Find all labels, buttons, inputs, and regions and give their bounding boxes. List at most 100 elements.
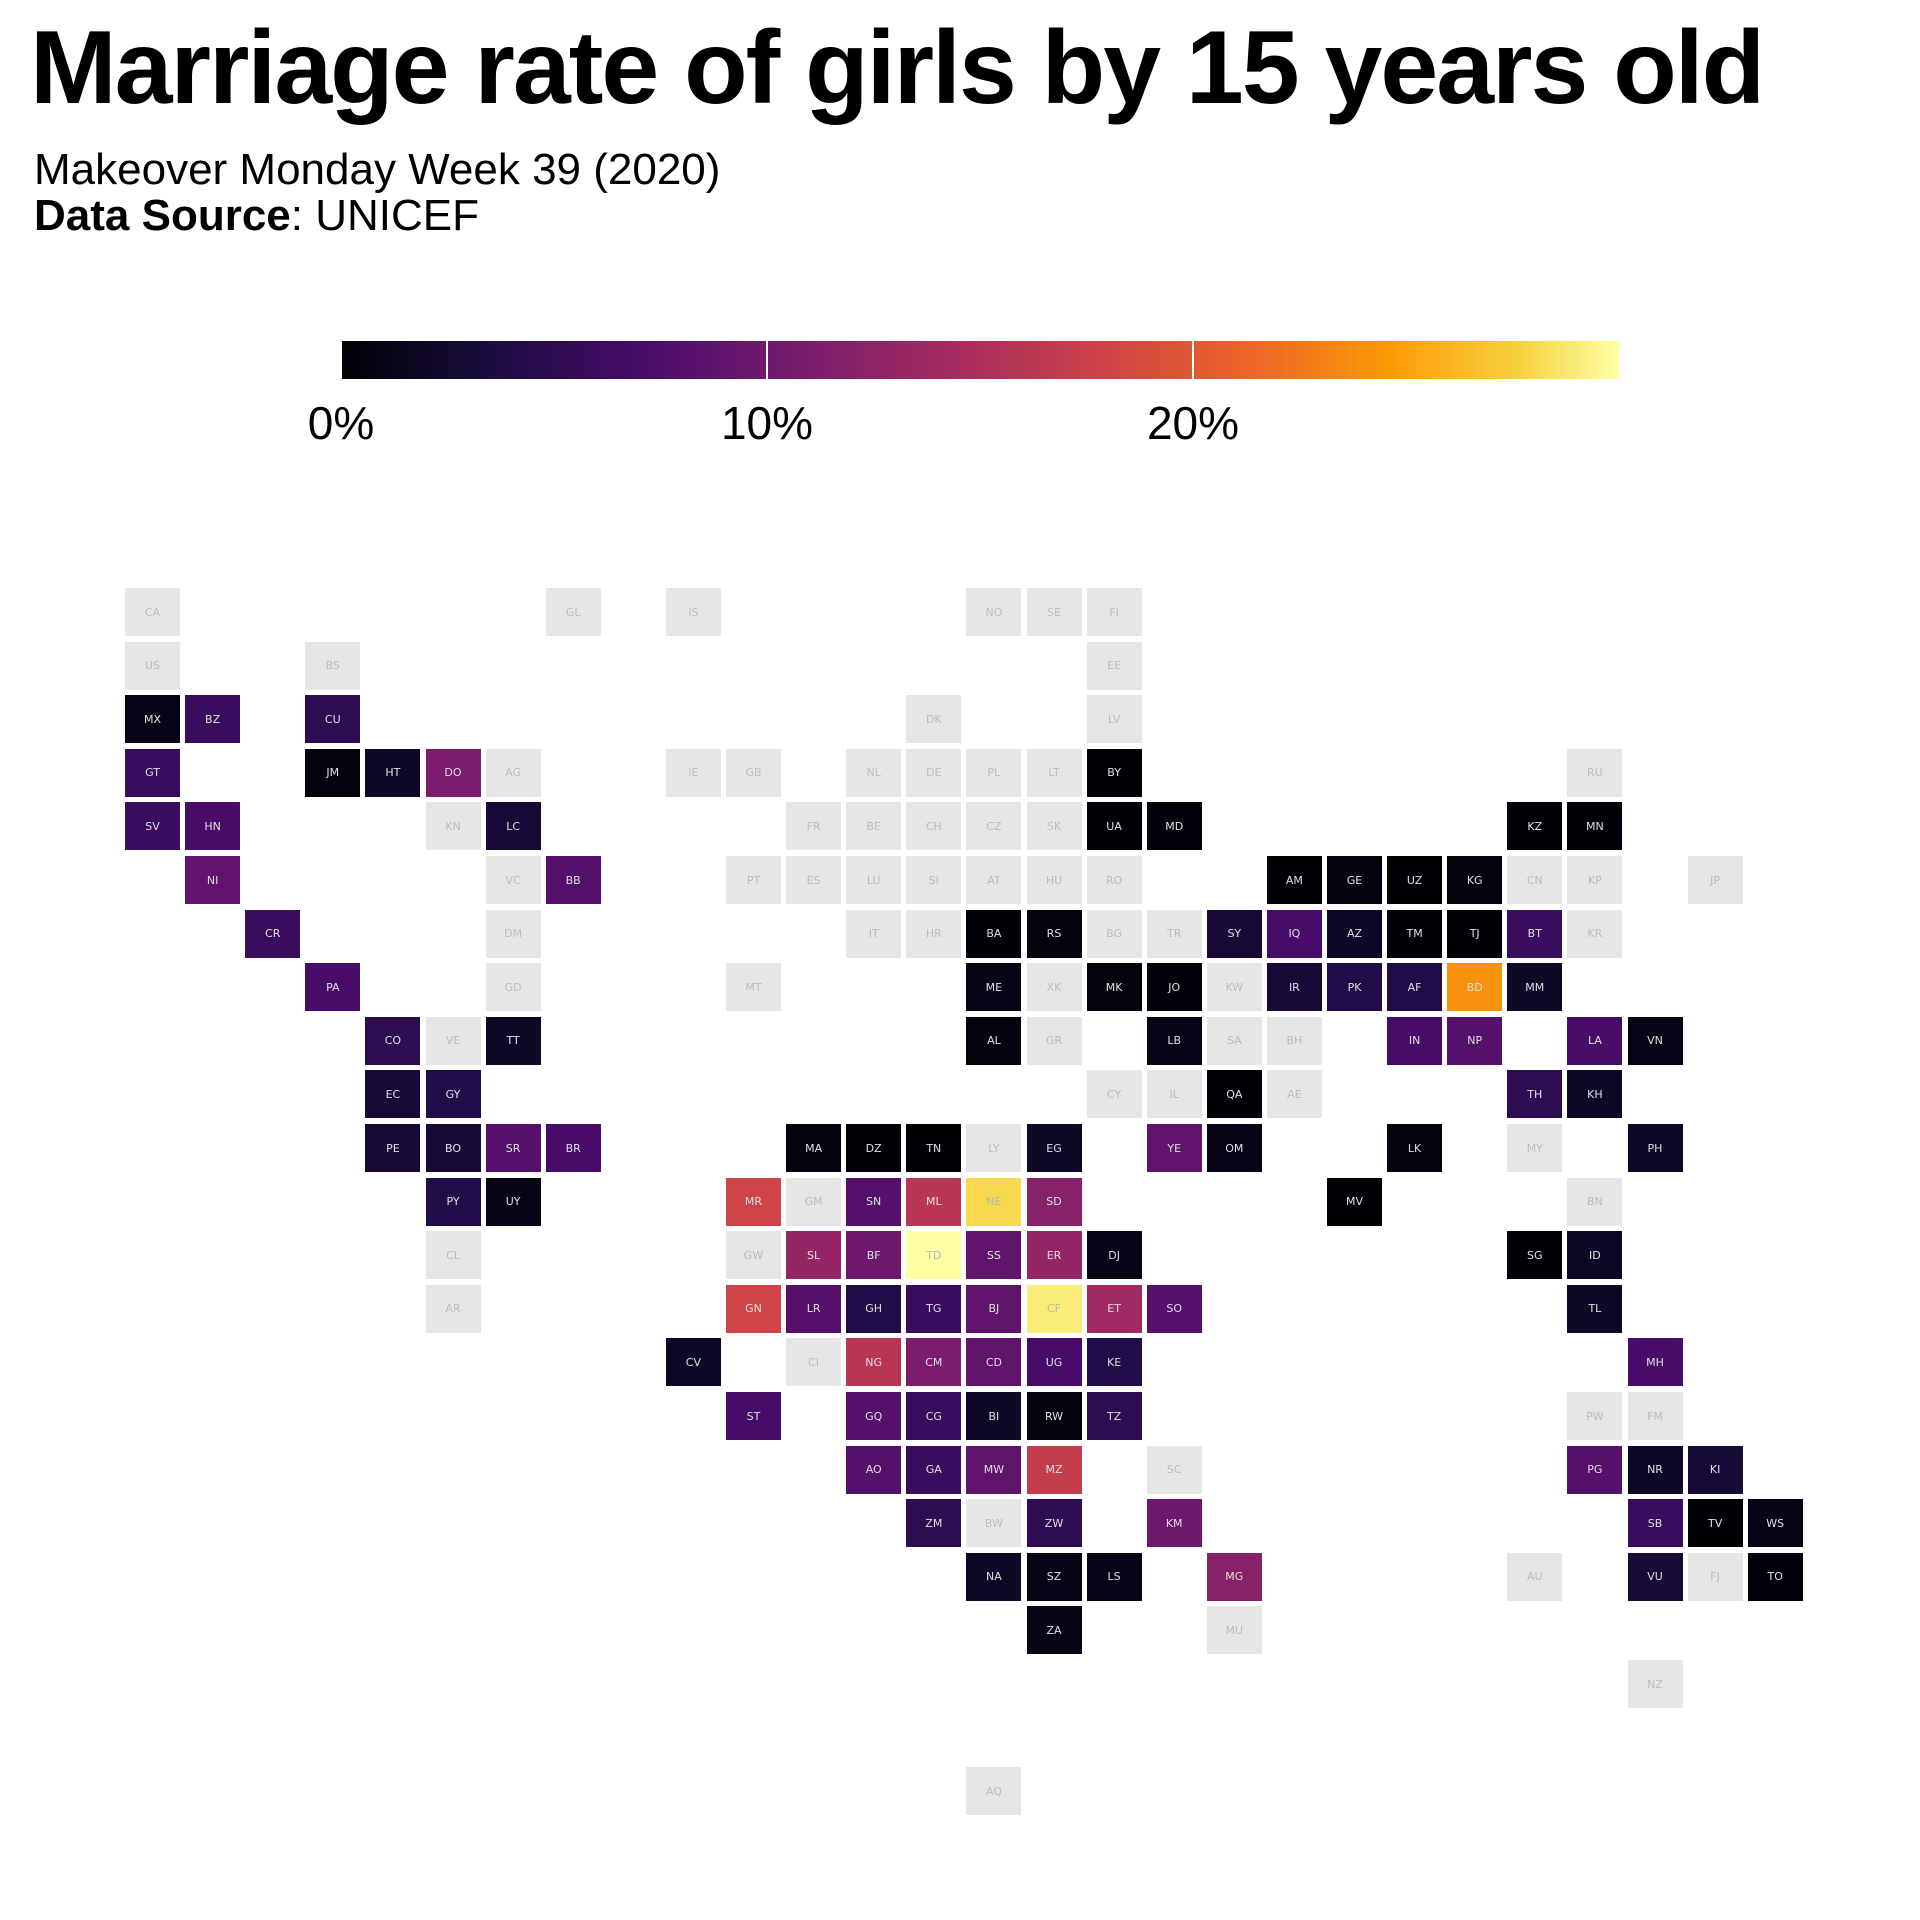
country-tile-be: BE [846, 802, 902, 851]
country-tile-to: TO [1747, 1552, 1803, 1601]
country-tile-cl: CL [425, 1231, 481, 1280]
country-tile-et: ET [1086, 1284, 1142, 1333]
country-tile-ng: NG [846, 1338, 902, 1387]
country-tile-jo: JO [1146, 963, 1202, 1012]
country-tile-bb: BB [545, 856, 601, 904]
country-tile-lu: LU [846, 856, 902, 904]
legend-tick-label: 10% [720, 397, 814, 449]
country-tile-sr: SR [485, 1124, 541, 1172]
country-tile-kw: KW [1206, 963, 1262, 1012]
country-tile-dz: DZ [846, 1124, 902, 1172]
country-tile-bg: BG [1086, 909, 1142, 958]
country-tile-ni: NI [185, 856, 241, 904]
country-tile-dk: DK [906, 695, 962, 744]
country-tile-np: NP [1447, 1016, 1503, 1065]
country-tile-ao: AO [846, 1445, 902, 1494]
country-tile-uz: UZ [1387, 856, 1443, 904]
country-tile-gd: GD [485, 963, 541, 1012]
data-source: Data Source: UNICEF [34, 190, 479, 243]
country-tile-tl: TL [1567, 1284, 1623, 1333]
country-tile-is: IS [665, 588, 721, 636]
country-tile-tt: TT [485, 1016, 541, 1065]
country-tile-bh: BH [1266, 1016, 1322, 1065]
country-tile-pk: PK [1327, 963, 1382, 1012]
country-tile-lr: LR [786, 1284, 842, 1333]
country-tile-ag: AG [485, 748, 541, 797]
country-tile-ua: UA [1086, 802, 1142, 851]
country-tile-ve: VE [425, 1016, 481, 1065]
country-tile-gr: GR [1026, 1016, 1082, 1065]
country-tile-sn: SN [846, 1177, 902, 1226]
country-tile-cm: CM [906, 1338, 962, 1387]
country-tile-pg: PG [1567, 1445, 1623, 1494]
page-title: Marriage rate of girls by 15 years old [30, 10, 1765, 126]
page-subtitle: Makeover Monday Week 39 (2020) [34, 145, 721, 194]
country-tile-ru: RU [1567, 748, 1623, 797]
country-tile-ly: LY [966, 1124, 1022, 1172]
country-tile-tn: TN [906, 1124, 962, 1172]
country-tile-lb: LB [1146, 1016, 1202, 1065]
country-tile-ga: GA [906, 1445, 962, 1494]
country-tile-hr: HR [906, 909, 962, 958]
country-tile-bj: BJ [966, 1284, 1022, 1333]
data-source-value: : UNICEF [290, 191, 479, 240]
country-tile-ph: PH [1627, 1124, 1683, 1172]
legend-tick [766, 341, 768, 379]
country-tile-br: BR [545, 1124, 601, 1172]
country-tile-cf: CF [1026, 1284, 1082, 1333]
country-tile-ch: CH [906, 802, 962, 851]
country-tile-mw: MW [966, 1445, 1022, 1494]
country-tile-pt: PT [726, 856, 781, 904]
country-tile-mv: MV [1327, 1177, 1382, 1226]
country-tile-mg: MG [1206, 1552, 1262, 1601]
country-tile-ne: NE [966, 1177, 1022, 1226]
country-tile-sv: SV [125, 802, 180, 851]
country-tile-ws: WS [1747, 1499, 1803, 1548]
country-tile-de: DE [906, 748, 962, 797]
country-tile-kh: KH [1567, 1070, 1623, 1119]
country-tile-bo: BO [425, 1124, 481, 1172]
country-tile-me: ME [966, 963, 1022, 1012]
country-tile-aq: AQ [966, 1767, 1022, 1816]
legend-tick [340, 341, 342, 379]
country-tile-at: AT [966, 856, 1022, 904]
country-tile-hu: HU [1026, 856, 1082, 904]
country-tile-mh: MH [1627, 1338, 1683, 1387]
country-tile-mn: MN [1567, 802, 1623, 851]
country-tile-ar: AR [425, 1284, 481, 1333]
country-tile-fr: FR [786, 802, 842, 851]
country-tile-kg: KG [1447, 856, 1503, 904]
country-tile-gl: GL [545, 588, 601, 636]
country-tile-fj: FJ [1687, 1552, 1743, 1601]
country-tile-pe: PE [365, 1124, 421, 1172]
country-tile-si: SI [906, 856, 962, 904]
country-tile-ma: MA [786, 1124, 842, 1172]
country-tile-my: MY [1507, 1124, 1563, 1172]
country-tile-il: IL [1146, 1070, 1202, 1119]
country-tile-cz: CZ [966, 802, 1022, 851]
country-tile-gn: GN [726, 1284, 781, 1333]
country-tile-mk: MK [1086, 963, 1142, 1012]
country-tile-lv: LV [1086, 695, 1142, 744]
country-tile-ro: RO [1086, 856, 1142, 904]
country-tile-fm: FM [1627, 1392, 1683, 1440]
country-tile-ss: SS [966, 1231, 1022, 1280]
country-tile-za: ZA [1026, 1606, 1082, 1655]
country-tile-hn: HN [185, 802, 241, 851]
country-tile-sb: SB [1627, 1499, 1683, 1548]
country-tile-vu: VU [1627, 1552, 1683, 1601]
country-tile-so: SO [1146, 1284, 1202, 1333]
country-tile-sa: SA [1206, 1016, 1262, 1065]
data-source-label: Data Source [34, 191, 291, 240]
country-tile-vn: VN [1627, 1016, 1683, 1065]
country-tile-by: BY [1086, 748, 1142, 797]
country-tile-ml: ML [906, 1177, 962, 1226]
country-tile-ci: CI [786, 1338, 842, 1387]
legend-tick [1192, 341, 1194, 379]
country-tile-tv: TV [1687, 1499, 1743, 1548]
country-tile-xk: XK [1026, 963, 1082, 1012]
country-tile-az: AZ [1327, 909, 1382, 958]
country-tile-tr: TR [1146, 909, 1202, 958]
country-tile-qa: QA [1206, 1070, 1262, 1119]
country-tile-tj: TJ [1447, 909, 1503, 958]
